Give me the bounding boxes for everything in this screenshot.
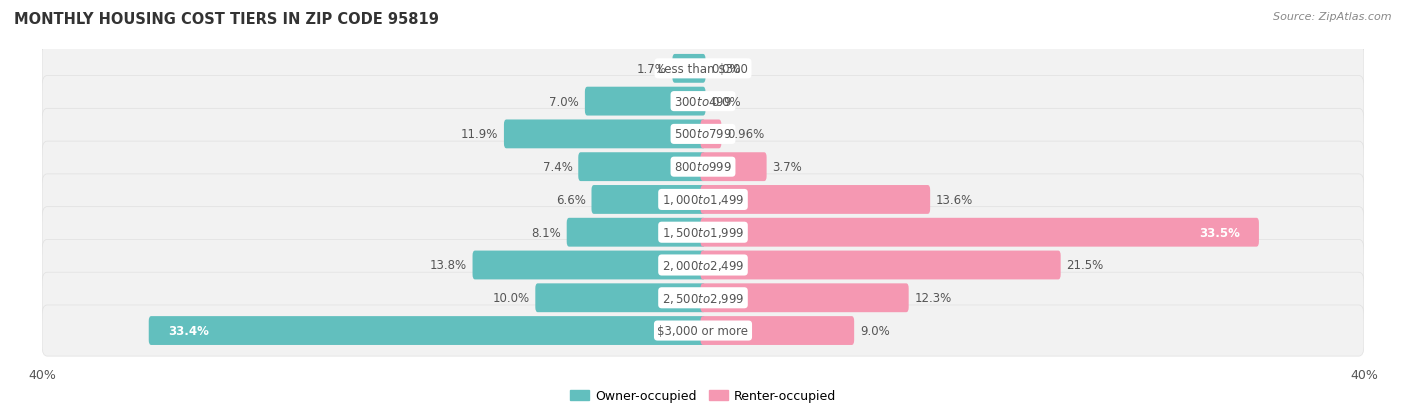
FancyBboxPatch shape <box>700 316 855 345</box>
Text: $2,500 to $2,999: $2,500 to $2,999 <box>662 291 744 305</box>
Text: 0.0%: 0.0% <box>711 63 741 76</box>
Text: 3.7%: 3.7% <box>772 161 803 174</box>
Text: $3,000 or more: $3,000 or more <box>658 324 748 337</box>
FancyBboxPatch shape <box>42 44 1364 95</box>
Text: $300 to $499: $300 to $499 <box>673 95 733 108</box>
Text: Source: ZipAtlas.com: Source: ZipAtlas.com <box>1274 12 1392 22</box>
FancyBboxPatch shape <box>700 218 1258 247</box>
FancyBboxPatch shape <box>700 153 766 182</box>
FancyBboxPatch shape <box>672 55 706 83</box>
FancyBboxPatch shape <box>700 120 721 149</box>
Text: $1,500 to $1,999: $1,500 to $1,999 <box>662 225 744 240</box>
Text: 33.4%: 33.4% <box>167 324 208 337</box>
FancyBboxPatch shape <box>585 88 706 116</box>
Text: 7.4%: 7.4% <box>543 161 572 174</box>
Text: 11.9%: 11.9% <box>461 128 498 141</box>
Text: 7.0%: 7.0% <box>550 95 579 108</box>
Text: $1,000 to $1,499: $1,000 to $1,499 <box>662 193 744 207</box>
FancyBboxPatch shape <box>536 284 706 313</box>
Text: 21.5%: 21.5% <box>1066 259 1104 272</box>
FancyBboxPatch shape <box>42 142 1364 193</box>
FancyBboxPatch shape <box>700 284 908 313</box>
FancyBboxPatch shape <box>42 174 1364 225</box>
Text: 0.96%: 0.96% <box>727 128 765 141</box>
Text: 13.8%: 13.8% <box>430 259 467 272</box>
FancyBboxPatch shape <box>42 76 1364 127</box>
FancyBboxPatch shape <box>592 185 706 214</box>
FancyBboxPatch shape <box>42 305 1364 356</box>
Text: $800 to $999: $800 to $999 <box>673 161 733 174</box>
FancyBboxPatch shape <box>700 251 1060 280</box>
Text: 0.0%: 0.0% <box>711 95 741 108</box>
Text: 13.6%: 13.6% <box>936 193 973 206</box>
FancyBboxPatch shape <box>567 218 706 247</box>
Text: 1.7%: 1.7% <box>637 63 666 76</box>
Text: Less than $300: Less than $300 <box>658 63 748 76</box>
FancyBboxPatch shape <box>472 251 706 280</box>
FancyBboxPatch shape <box>700 185 931 214</box>
Text: 9.0%: 9.0% <box>860 324 890 337</box>
FancyBboxPatch shape <box>149 316 706 345</box>
FancyBboxPatch shape <box>578 153 706 182</box>
Text: $500 to $799: $500 to $799 <box>673 128 733 141</box>
Text: 6.6%: 6.6% <box>555 193 586 206</box>
Text: 12.3%: 12.3% <box>914 292 952 304</box>
FancyBboxPatch shape <box>42 207 1364 258</box>
Text: 10.0%: 10.0% <box>492 292 530 304</box>
Text: 8.1%: 8.1% <box>531 226 561 239</box>
Text: MONTHLY HOUSING COST TIERS IN ZIP CODE 95819: MONTHLY HOUSING COST TIERS IN ZIP CODE 9… <box>14 12 439 27</box>
FancyBboxPatch shape <box>42 273 1364 323</box>
Text: 33.5%: 33.5% <box>1199 226 1240 239</box>
Text: $2,000 to $2,499: $2,000 to $2,499 <box>662 259 744 272</box>
Legend: Owner-occupied, Renter-occupied: Owner-occupied, Renter-occupied <box>565 385 841 408</box>
FancyBboxPatch shape <box>503 120 706 149</box>
FancyBboxPatch shape <box>42 240 1364 291</box>
FancyBboxPatch shape <box>42 109 1364 160</box>
